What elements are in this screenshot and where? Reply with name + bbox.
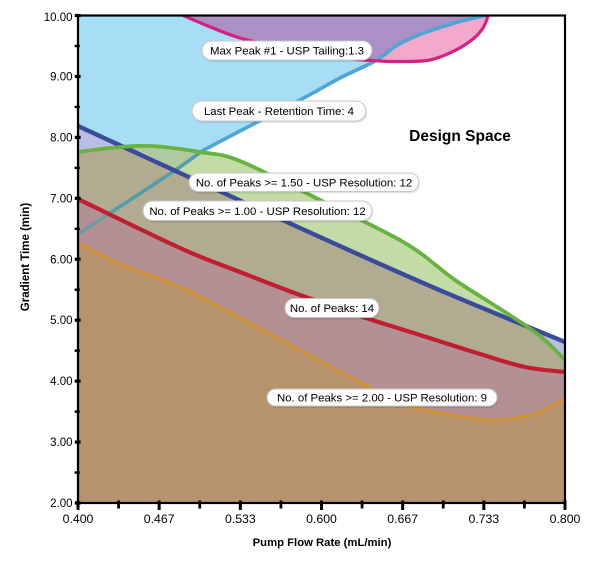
svg-text:0.733: 0.733 bbox=[468, 512, 499, 526]
svg-text:No. of Peaks >= 1.50 - USP Re: No. of Peaks >= 1.50 - USP Resolution: 1… bbox=[196, 177, 412, 189]
svg-text:4.00: 4.00 bbox=[50, 376, 72, 388]
svg-text:9.00: 9.00 bbox=[50, 71, 72, 83]
svg-text:2.00: 2.00 bbox=[50, 498, 72, 510]
svg-text:0.400: 0.400 bbox=[63, 512, 94, 526]
svg-text:0.667: 0.667 bbox=[387, 512, 418, 526]
svg-text:0.600: 0.600 bbox=[306, 512, 337, 526]
svg-text:Design Space: Design Space bbox=[409, 128, 511, 145]
svg-text:10.00: 10.00 bbox=[44, 12, 73, 24]
svg-text:Gradient Time (min): Gradient Time (min) bbox=[20, 203, 32, 312]
svg-text:No. of Peaks >= 2.00 - USP Re: No. of Peaks >= 2.00 - USP Resolution: 9 bbox=[277, 393, 487, 405]
svg-text:Pump Flow Rate (mL/min): Pump Flow Rate (mL/min) bbox=[253, 537, 392, 549]
svg-text:0.800: 0.800 bbox=[550, 512, 581, 526]
svg-text:5.00: 5.00 bbox=[50, 315, 72, 327]
svg-text:Last Peak - Retention Time: 4: Last Peak - Retention Time: 4 bbox=[204, 106, 354, 118]
svg-text:0.533: 0.533 bbox=[225, 512, 256, 526]
svg-text:Max Peak #1 - USP Tailing:1.3: Max Peak #1 - USP Tailing:1.3 bbox=[210, 46, 364, 58]
svg-text:No. of Peaks: 14: No. of Peaks: 14 bbox=[290, 303, 374, 315]
svg-text:0.467: 0.467 bbox=[144, 512, 175, 526]
svg-text:8.00: 8.00 bbox=[50, 132, 72, 144]
svg-text:3.00: 3.00 bbox=[50, 437, 72, 449]
svg-text:7.00: 7.00 bbox=[50, 193, 72, 205]
svg-text:No. of Peaks >= 1.00 - USP Re: No. of Peaks >= 1.00 - USP Resolution: 1… bbox=[149, 206, 365, 218]
svg-text:6.00: 6.00 bbox=[50, 254, 72, 266]
